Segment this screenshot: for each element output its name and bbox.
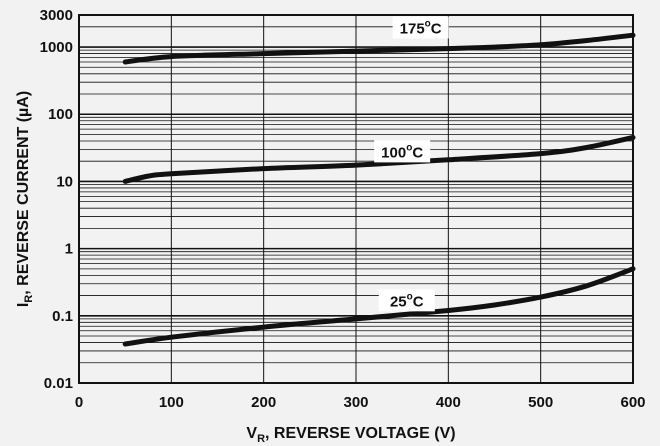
x-tick-label-0: 0: [75, 394, 83, 411]
series-line-2: [122, 266, 636, 347]
y-axis-label-main: I: [15, 303, 32, 307]
y-axis-label-sub: R: [23, 295, 35, 303]
x-tick-label-1: 100: [159, 394, 184, 411]
series-label-1: 100oC: [381, 142, 423, 161]
x-axis-label-rest: , REVERSE VOLTAGE (V): [265, 425, 456, 442]
series-line-1: [122, 135, 636, 184]
x-tick-labels: 0 100 200 300 400 500 600: [75, 394, 646, 411]
series-label-box-0: [392, 16, 449, 39]
y-tick-labels: 0.01 0.1 1 10 100 1000 3000: [40, 7, 73, 392]
x-tick-label-5: 500: [528, 394, 553, 411]
y-tick-label-0: 0.01: [44, 375, 73, 392]
x-tick-label-2: 200: [251, 394, 276, 411]
y-axis-label: IR, REVERSE CURRENT (µA): [15, 91, 35, 307]
x-tick-label-4: 400: [436, 394, 461, 411]
y-axis-label-rest: , REVERSE CURRENT (µA): [15, 91, 32, 295]
y-tick-label-3: 10: [56, 173, 73, 190]
y-tick-label-1: 0.1: [52, 308, 73, 325]
y-tick-label-2: 1: [65, 241, 73, 258]
x-axis-label-sub: R: [257, 433, 265, 445]
plot-frame: [78, 14, 634, 384]
x-tick-label-6: 600: [620, 394, 645, 411]
curves: [122, 32, 636, 347]
series-label-2: 25oC: [390, 291, 424, 310]
x-axis-label: VR, REVERSE VOLTAGE (V): [246, 425, 455, 445]
curve-labels: 175oC 100oC 25oC: [374, 16, 449, 312]
x-tick-label-3: 300: [343, 394, 368, 411]
series-label-box-1: [374, 140, 431, 163]
series-label-box-2: [378, 289, 435, 312]
series-label-0: 175oC: [400, 19, 442, 38]
y-tick-label-5: 1000: [40, 39, 73, 56]
y-tick-label-4: 100: [48, 106, 73, 123]
grid: [78, 14, 634, 384]
series-line-0: [122, 32, 636, 65]
x-axis-label-main: V: [246, 425, 257, 442]
y-tick-label-6: 3000: [40, 7, 73, 24]
